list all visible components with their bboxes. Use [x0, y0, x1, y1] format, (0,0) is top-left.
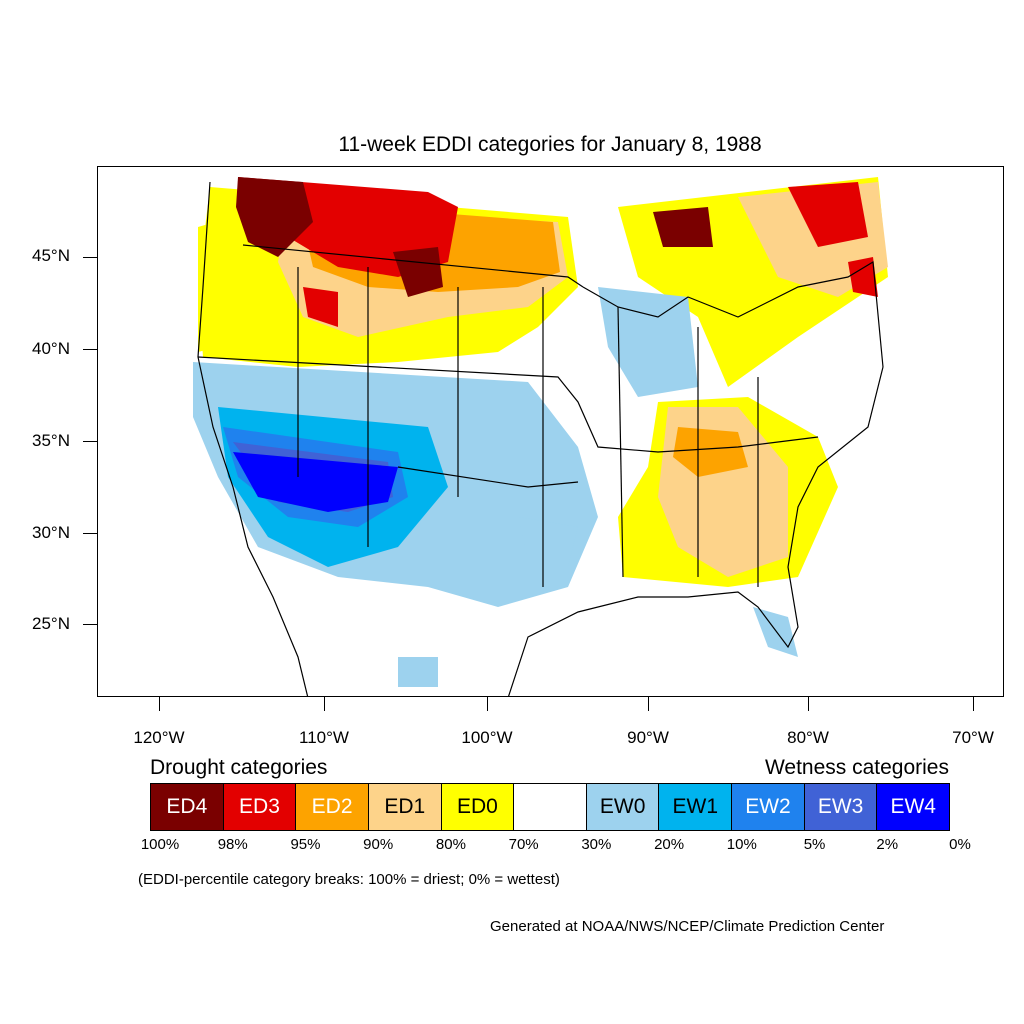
lon-label-70: 70°W: [952, 728, 994, 747]
percent-break-label: 70%: [508, 836, 539, 853]
lon-label-100: 100°W: [461, 728, 513, 747]
region-ed3-idaho: [303, 287, 338, 327]
legend-box-ew0: EW0: [586, 784, 660, 830]
percent-break-label: 20%: [654, 836, 685, 853]
percent-break-label: 100%: [140, 836, 180, 853]
region-ed4-quebec: [653, 207, 713, 247]
region-ew0-mexico: [398, 657, 438, 687]
lon-tick-90: [648, 697, 649, 711]
region-ed4-pacnw: [236, 177, 313, 257]
lat-label-35: 35°N: [32, 431, 70, 450]
lat-label-40: 40°N: [32, 339, 70, 358]
category-note: (EDDI-percentile category breaks: 100% =…: [138, 871, 560, 888]
region-ed3-maine: [848, 257, 878, 297]
region-ed0-coast-nw: [198, 217, 248, 352]
wetness-heading: Wetness categories: [764, 756, 949, 779]
credit-text: Generated at NOAA/NWS/NCEP/Climate Predi…: [490, 918, 885, 935]
eddi-map-canvas: [193, 177, 888, 696]
percent-break-label: 2%: [876, 836, 899, 853]
lon-tick-110: [324, 697, 325, 711]
region-ew0-lakes: [598, 287, 698, 397]
lat-tick-25: [83, 624, 97, 625]
percent-break-label: 90%: [363, 836, 394, 853]
lon-label-90: 90°W: [627, 728, 669, 747]
lon-label-80: 80°W: [787, 728, 829, 747]
legend-box-ed2: ED2: [296, 784, 369, 830]
category-legend: ED4 ED3 ED2 ED1 ED0 EW0 EW1 EW2 EW3 EW4: [150, 783, 950, 831]
lon-label-110: 110°W: [299, 728, 349, 747]
lon-tick-80: [808, 697, 809, 711]
lat-tick-30: [83, 533, 97, 534]
lon-tick-70: [973, 697, 974, 711]
region-ew4-southwest: [233, 452, 398, 512]
legend-box-ew4: EW4: [877, 784, 950, 830]
legend-box-ed1: ED1: [368, 784, 442, 830]
map-title: 11-week EDDI categories for January 8, 1…: [338, 133, 762, 156]
region-ew0-florida: [753, 607, 798, 657]
percent-break-label: 0%: [949, 836, 971, 853]
coastline-borders: [197, 181, 884, 696]
percent-break-label: 98%: [217, 836, 248, 853]
legend-box-ew1: EW1: [659, 784, 733, 830]
lat-label-30: 30°N: [32, 523, 70, 542]
percent-break-label: 30%: [581, 836, 612, 853]
lon-label-120: 120°W: [133, 728, 185, 747]
legend-box-ed3: ED3: [223, 784, 297, 830]
legend-box-ew3: EW3: [804, 784, 878, 830]
percent-break-label: 5%: [803, 836, 826, 853]
percent-break-label: 10%: [726, 836, 757, 853]
lat-tick-35: [83, 441, 97, 442]
lat-tick-45: [83, 257, 97, 258]
region-ed2-kentucky: [673, 427, 748, 477]
lon-tick-120: [159, 697, 160, 711]
legend-box-ed0: ED0: [441, 784, 515, 830]
lat-label-45: 45°N: [32, 246, 70, 265]
drought-heading: Drought categories: [150, 756, 328, 779]
legend-box-neutral: [514, 784, 587, 830]
lat-label-25: 25°N: [32, 614, 70, 633]
lat-tick-40: [83, 349, 97, 350]
region-ed3-northeast: [788, 182, 868, 247]
region-ed4-montana: [393, 247, 443, 297]
legend-box-ed4: ED4: [151, 784, 224, 830]
lon-tick-100: [487, 697, 488, 711]
percent-break-label: 95%: [290, 836, 321, 853]
percent-break-label: 80%: [435, 836, 466, 853]
eddi-map: [97, 166, 1004, 697]
legend-box-ew2: EW2: [732, 784, 805, 830]
region-ew1-texas: [518, 517, 578, 567]
